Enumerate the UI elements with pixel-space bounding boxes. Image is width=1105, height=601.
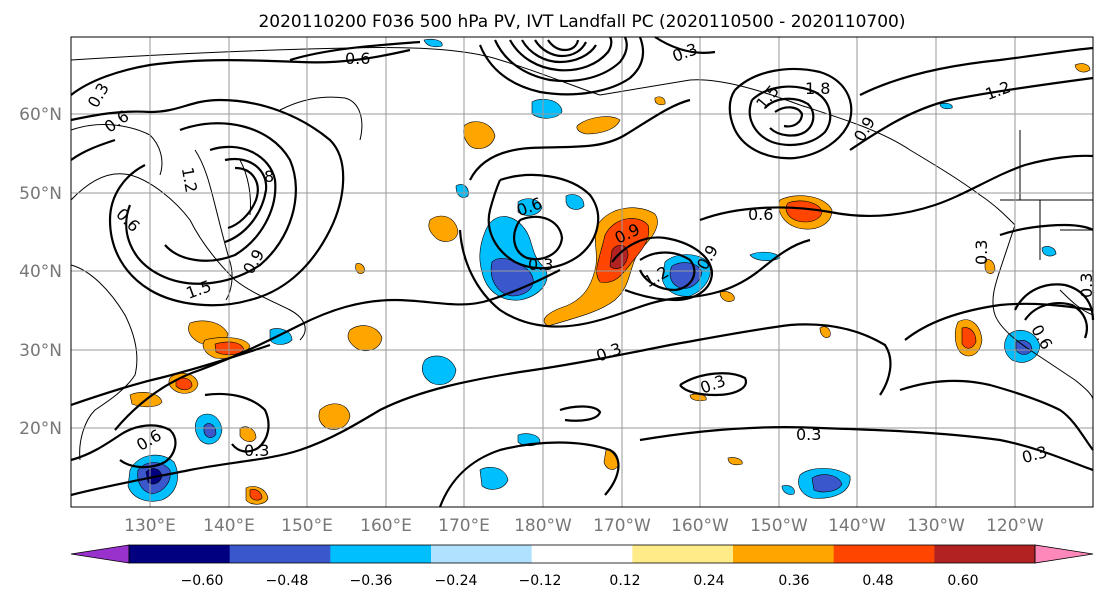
- colorbar-tick-label: −0.24: [435, 573, 478, 589]
- coastlines: [70, 47, 1094, 461]
- lon-label: 150°E: [281, 516, 333, 536]
- map-panel: 0.6 0.3 0.6 1.2 8 0.6 0.9 1.5 0.6 0.3 0.…: [70, 36, 1096, 508]
- shaded-anomalies: [127, 38, 1091, 505]
- lon-label: 160°E: [360, 516, 412, 536]
- colorbar-tick-label: 0.36: [778, 573, 809, 589]
- gridlines: [71, 37, 1093, 507]
- colorbar-swatch: [632, 545, 734, 563]
- colorbar-swatch: [229, 545, 331, 563]
- colorbar-swatch: [129, 545, 231, 563]
- contour-label: 0.3: [972, 240, 991, 265]
- contour-label: 1.8: [805, 79, 830, 98]
- contour-label: 0.6: [748, 205, 773, 224]
- latitude-labels: 20°N 30°N 40°N 50°N 60°N: [19, 105, 62, 439]
- lat-label: 40°N: [19, 262, 62, 282]
- colorbar-swatch: [531, 545, 633, 563]
- lat-label: 50°N: [19, 184, 62, 204]
- colorbar-swatch: [934, 545, 1036, 563]
- colorbar-frame: [128, 544, 1036, 564]
- colorbar-ticks: −0.60 −0.48 −0.36 −0.24 −0.12 0.12 0.24 …: [181, 573, 979, 589]
- lon-label: 170°W: [593, 516, 651, 536]
- contour-label: 1.2: [178, 166, 201, 194]
- lon-label: 140°E: [203, 516, 255, 536]
- colorbar-swatch: [330, 545, 432, 563]
- colorbar-swatch: [431, 545, 533, 563]
- lon-label: 140°W: [828, 516, 886, 536]
- longitude-labels: 130°E 140°E 150°E 160°E 170°E 180°W 170°…: [124, 516, 1044, 536]
- contour-label: 0.6: [345, 49, 370, 68]
- colorbar-tick-label: −0.48: [266, 573, 309, 589]
- colorbar-tick-label: −0.60: [181, 573, 224, 589]
- contour-label: 0.3: [528, 255, 553, 274]
- lat-label: 20°N: [19, 419, 62, 439]
- contour-label: 8: [264, 167, 274, 186]
- colorbar-swatch: [733, 545, 835, 563]
- contour-label: 0.3: [244, 441, 269, 460]
- lon-label: 150°W: [750, 516, 808, 536]
- colorbar-tick-label: −0.36: [350, 573, 393, 589]
- map-frame: [70, 36, 1094, 508]
- contour-label: 0.3: [796, 425, 821, 444]
- lon-label: 180°W: [514, 516, 572, 536]
- lon-label: 170°E: [438, 516, 490, 536]
- colorbar-tick-label: −0.12: [519, 573, 562, 589]
- lat-label: 30°N: [19, 341, 62, 361]
- lat-label: 60°N: [19, 105, 62, 125]
- colorbar-swatch: [833, 545, 935, 563]
- colorbar: −0.60 −0.48 −0.36 −0.24 −0.12 0.12 0.24 …: [70, 544, 1094, 589]
- lon-label: 130°W: [907, 516, 965, 536]
- lon-label: 130°E: [124, 516, 176, 536]
- colorbar-extend-high: [1034, 544, 1094, 564]
- colorbar-tick-label: 0.12: [609, 573, 640, 589]
- lon-label: 120°W: [986, 516, 1044, 536]
- contour-label: 0.3: [1077, 273, 1096, 298]
- colorbar-extend-low: [70, 544, 130, 564]
- colorbar-tick-label: 0.60: [947, 573, 978, 589]
- colorbar-tick-label: 0.48: [862, 573, 893, 589]
- lon-label: 160°W: [671, 516, 729, 536]
- colorbar-tick-label: 0.24: [693, 573, 724, 589]
- map-title: 2020110200 F036 500 hPa PV, IVT Landfall…: [258, 12, 905, 32]
- pv-contours: [70, 36, 1095, 508]
